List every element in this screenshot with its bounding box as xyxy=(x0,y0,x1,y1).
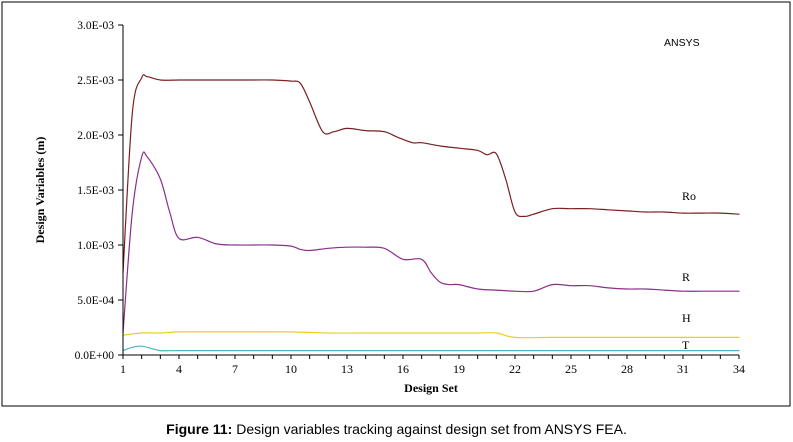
x-tick-label: 19 xyxy=(453,362,465,376)
x-tick-label: 16 xyxy=(397,362,409,376)
x-tick-label: 28 xyxy=(621,362,633,376)
x-tick-label: 31 xyxy=(677,362,689,376)
series-line-h xyxy=(122,331,740,339)
y-tick-label: 1.5E-03 xyxy=(77,185,114,197)
y-tick-label: 1.0E-03 xyxy=(77,240,114,252)
axes: 0.0E+00 5.0E-04 1.0E-03 1.5E-03 2.0E-03 2.5E-… xyxy=(75,20,745,376)
y-tick-label: 2.0E-03 xyxy=(77,130,114,142)
y-axis-title: Design Variables (m) xyxy=(33,137,47,244)
x-tick-label: 10 xyxy=(285,362,297,376)
figure-caption: Figure 11: Design variables tracking aga… xyxy=(0,421,793,437)
y-tick-label: 5.0E-04 xyxy=(77,295,114,307)
x-tick-label: 1 xyxy=(120,362,126,376)
caption-text: Design variables tracking against design… xyxy=(232,421,627,437)
y-tick-label: 0.0E+00 xyxy=(75,350,115,362)
x-tick-label: 13 xyxy=(341,362,353,376)
series-label-t: T xyxy=(682,338,690,352)
x-axis-title: Design Set xyxy=(404,381,458,395)
y-tick-label: 2.5E-03 xyxy=(77,75,114,87)
x-tick-label: 25 xyxy=(565,362,577,376)
x-tick-label: 7 xyxy=(232,362,238,376)
series-line-ro xyxy=(122,74,740,274)
caption-prefix: Figure 11: xyxy=(166,421,233,437)
series-lines xyxy=(122,74,740,352)
series-label-ro: Ro xyxy=(682,189,696,203)
ansys-annotation: ANSYS xyxy=(664,37,700,49)
series-line-r xyxy=(122,151,740,334)
x-tick-label: 34 xyxy=(733,362,745,376)
y-tick-label: 3.0E-03 xyxy=(77,20,114,32)
chart-border xyxy=(1,1,791,407)
series-label-r: R xyxy=(682,270,690,284)
series-line-t xyxy=(122,345,740,352)
x-tick-label: 4 xyxy=(176,362,182,376)
series-label-h: H xyxy=(682,311,691,325)
x-tick-label: 22 xyxy=(509,362,521,376)
